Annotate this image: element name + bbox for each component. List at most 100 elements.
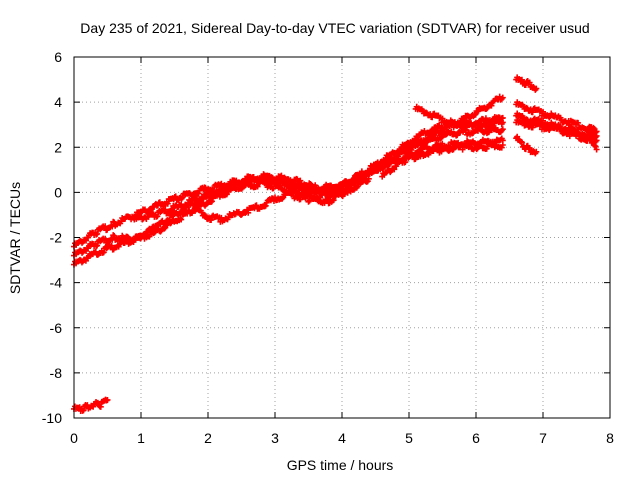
data-point	[339, 185, 346, 192]
series-track-m	[586, 136, 600, 153]
series-track-c	[71, 124, 506, 268]
data-point	[370, 168, 377, 175]
data-point	[146, 233, 153, 240]
data-point	[499, 119, 506, 126]
data-point	[488, 102, 495, 109]
data-point	[566, 133, 573, 140]
data-point	[590, 124, 597, 131]
data-point	[587, 136, 594, 143]
data-point	[473, 126, 479, 133]
x-tick-label: 0	[70, 430, 78, 446]
y-tick-label: 4	[54, 94, 62, 110]
data-point	[285, 176, 292, 183]
data-point	[481, 120, 488, 127]
data-point	[94, 242, 101, 249]
x-tick-label: 8	[606, 430, 614, 446]
data-point	[102, 235, 109, 242]
data-point	[344, 189, 351, 196]
data-point	[246, 179, 253, 186]
data-point	[238, 185, 245, 192]
data-point	[154, 213, 161, 220]
data-point	[108, 235, 115, 242]
data-point	[277, 179, 284, 186]
x-tick-label: 7	[539, 430, 547, 446]
data-point	[268, 174, 275, 181]
data-point	[177, 215, 184, 222]
data-point	[526, 79, 533, 86]
data-point	[410, 152, 417, 159]
data-point	[300, 183, 307, 190]
axis-ticks: 0 1 2 3 4 5 6 7 8 -10 -8 -6 -4 -2 0 2 4 6	[42, 49, 614, 446]
data-point	[262, 202, 269, 209]
data-point	[499, 126, 506, 133]
data-point	[83, 237, 90, 244]
series-track-h	[513, 99, 600, 136]
data-point	[499, 94, 506, 101]
data-point	[593, 137, 600, 144]
data-point	[223, 191, 230, 198]
x-tick-label: 2	[204, 430, 212, 446]
chart-title: Day 235 of 2021, Sidereal Day-to-day VTE…	[80, 20, 589, 36]
data-point	[575, 131, 582, 138]
data-point	[533, 85, 540, 92]
data-point	[94, 230, 101, 237]
data-point	[540, 122, 546, 129]
data-point	[324, 196, 331, 203]
series-track-n	[71, 396, 111, 414]
data-point	[239, 178, 246, 185]
data-point	[518, 139, 525, 146]
data-point	[467, 141, 474, 148]
data-point	[198, 209, 205, 216]
y-tick-label: -2	[50, 230, 63, 246]
data-point	[100, 249, 107, 256]
data-point	[208, 198, 215, 205]
data-point	[402, 159, 409, 166]
x-axis-label: GPS time / hours	[287, 457, 394, 473]
data-point	[439, 115, 446, 122]
y-tick-label: -4	[50, 275, 63, 291]
x-tick-label: 4	[338, 430, 346, 446]
data-point	[161, 225, 168, 232]
data-point	[231, 184, 238, 191]
data-point	[172, 193, 179, 200]
data-point	[97, 403, 104, 410]
data-point	[459, 146, 466, 153]
data-point	[80, 407, 87, 414]
y-tick-label: -10	[42, 410, 62, 426]
x-tick-label: 5	[405, 430, 413, 446]
data-point	[169, 207, 176, 214]
series-track-k	[513, 74, 540, 93]
y-tick-label: -6	[50, 320, 63, 336]
y-tick-label: 2	[54, 139, 62, 155]
data-point	[439, 140, 446, 147]
series-track-l	[513, 133, 540, 157]
data-point	[104, 396, 111, 403]
data-point	[208, 216, 215, 223]
series-track-f	[379, 140, 506, 180]
data-point	[473, 146, 480, 153]
data-point	[438, 134, 445, 141]
data-point	[245, 181, 252, 188]
data-point	[330, 197, 337, 204]
data-point	[591, 142, 598, 149]
data-point	[201, 212, 208, 219]
data-point	[499, 141, 506, 148]
data-point	[102, 223, 109, 230]
data-point	[529, 124, 536, 131]
data-point	[540, 108, 546, 115]
data-point	[214, 189, 221, 196]
data-point	[391, 166, 398, 173]
data-points	[71, 74, 600, 414]
data-point	[245, 209, 252, 216]
data-point	[178, 216, 185, 223]
data-point	[385, 161, 392, 168]
data-point	[305, 198, 312, 205]
data-point	[137, 213, 144, 220]
data-point	[529, 109, 536, 116]
data-point	[179, 194, 186, 201]
data-point	[115, 243, 122, 250]
y-tick-label: 0	[54, 184, 62, 200]
y-tick-label: 6	[54, 49, 62, 65]
data-point	[111, 232, 118, 239]
